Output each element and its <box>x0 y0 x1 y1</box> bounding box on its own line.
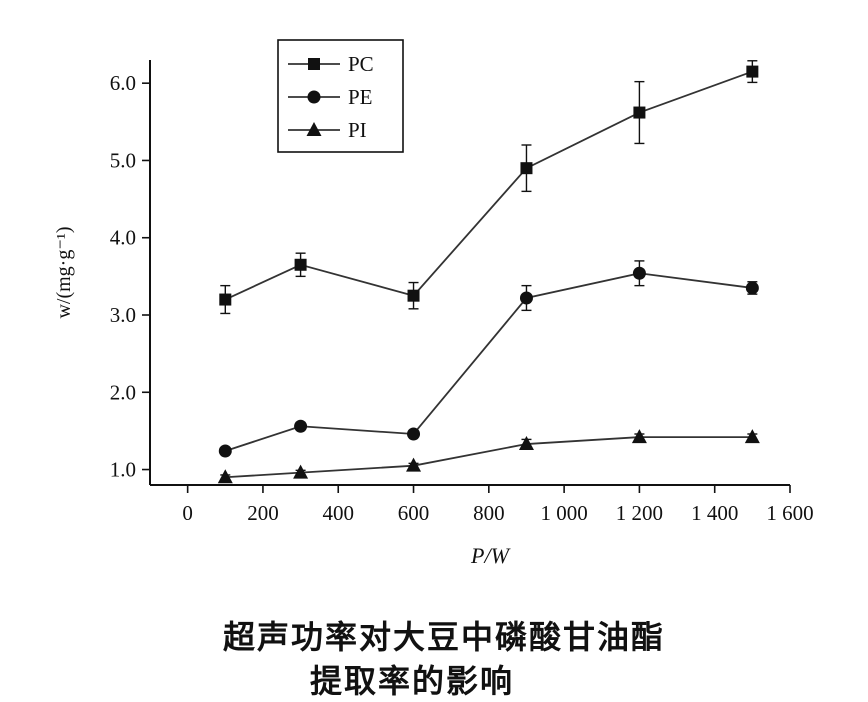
legend-marker-pe <box>307 90 321 104</box>
data-point-pc <box>407 289 420 302</box>
x-tick-label: 1 600 <box>766 501 813 525</box>
legend-marker-pc <box>308 58 320 70</box>
data-point-pc <box>219 293 232 306</box>
x-tick-label: 1 000 <box>540 501 587 525</box>
series-line-pe <box>225 272 753 452</box>
x-tick-label: 1 200 <box>616 501 663 525</box>
legend-label-pc: PC <box>348 52 374 76</box>
x-axis-title: P/W <box>470 543 511 568</box>
y-tick-label: 6.0 <box>110 71 136 95</box>
x-tick-label: 200 <box>247 501 279 525</box>
figure-caption-line-2: 提取率的影响 <box>310 662 515 700</box>
data-point-pe <box>519 291 533 305</box>
data-point-pi <box>744 429 760 444</box>
x-tick-label: 400 <box>322 501 354 525</box>
legend-marker-pi <box>306 122 322 136</box>
data-point-pc <box>633 106 646 119</box>
x-tick-label: 1 400 <box>691 501 738 525</box>
data-point-pe <box>632 266 646 280</box>
data-point-pc <box>520 162 533 175</box>
chart: 0 200 400 600 800 1 000 1 200 1 400 1 600 1.0 2.0 3… <box>53 39 814 568</box>
data-point-pe <box>294 419 308 433</box>
data-point-pi <box>293 464 309 479</box>
data-point-pe <box>745 281 759 295</box>
legend-box <box>277 39 404 153</box>
figure-caption-line-1: 超声功率对大豆中磷酸甘油酯 <box>222 618 665 656</box>
data-point-pi <box>631 429 647 444</box>
series-line-pi <box>225 436 753 479</box>
data-point-pi <box>518 436 534 451</box>
y-tick-label: 1.0 <box>110 458 136 482</box>
data-point-pc <box>294 258 307 271</box>
legend-label-pi: PI <box>348 118 367 142</box>
data-point-pi <box>406 457 422 472</box>
x-tick-label: 600 <box>398 501 430 525</box>
y-tick-label: 5.0 <box>110 148 136 172</box>
legend-label-pe: PE <box>348 85 373 109</box>
x-tick-label: 0 <box>182 501 193 525</box>
x-tick-label: 800 <box>473 501 505 525</box>
data-point-pc <box>746 65 759 78</box>
y-tick-label: 2.0 <box>110 380 136 404</box>
data-point-pi <box>217 469 233 484</box>
data-point-pe <box>407 427 421 441</box>
y-tick-label: 4.0 <box>110 226 136 250</box>
series-line-pc <box>224 70 753 301</box>
data-point-pe <box>218 444 232 458</box>
y-tick-label: 3.0 <box>110 303 136 327</box>
y-axis-title: w/(mg·g⁻¹) <box>53 226 75 318</box>
